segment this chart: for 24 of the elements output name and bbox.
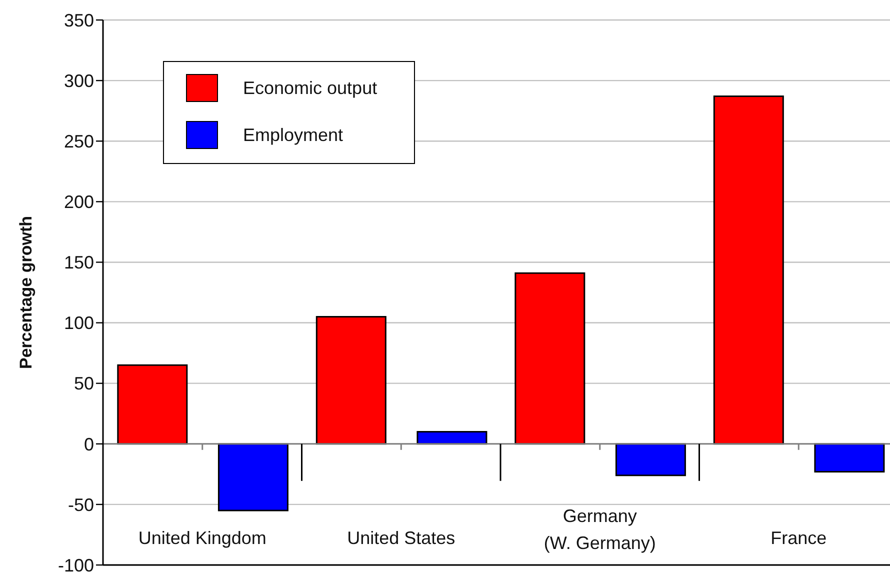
y-axis-title: Percentage growth: [16, 216, 36, 370]
bar: [218, 443, 288, 512]
y-tick-label: 300: [64, 70, 94, 91]
y-tick-label: -100: [58, 555, 94, 574]
bar: [117, 364, 188, 445]
x-tick-label: France: [770, 528, 827, 548]
y-tick-label: 150: [64, 252, 94, 273]
y-tick-label: 100: [64, 313, 94, 334]
legend-label: Employment: [243, 124, 344, 146]
y-tick-label: 50: [74, 374, 94, 394]
y-tick-label: -50: [68, 494, 94, 515]
bar: [615, 443, 686, 476]
bar: [514, 272, 586, 445]
x-tick-label: Germany (W. Germany): [544, 506, 656, 553]
x-tick-label: United Kingdom: [138, 528, 266, 548]
y-tick-label: 0: [84, 434, 94, 454]
y-tick-label: 200: [64, 192, 94, 212]
bar: [713, 96, 784, 445]
legend-label: Economic output: [243, 78, 378, 98]
y-tick-label: 350: [64, 10, 94, 30]
y-tick-label: 250: [64, 132, 94, 152]
bar: [814, 443, 885, 472]
x-tick-label: United States: [347, 528, 456, 548]
bar: [316, 316, 386, 445]
